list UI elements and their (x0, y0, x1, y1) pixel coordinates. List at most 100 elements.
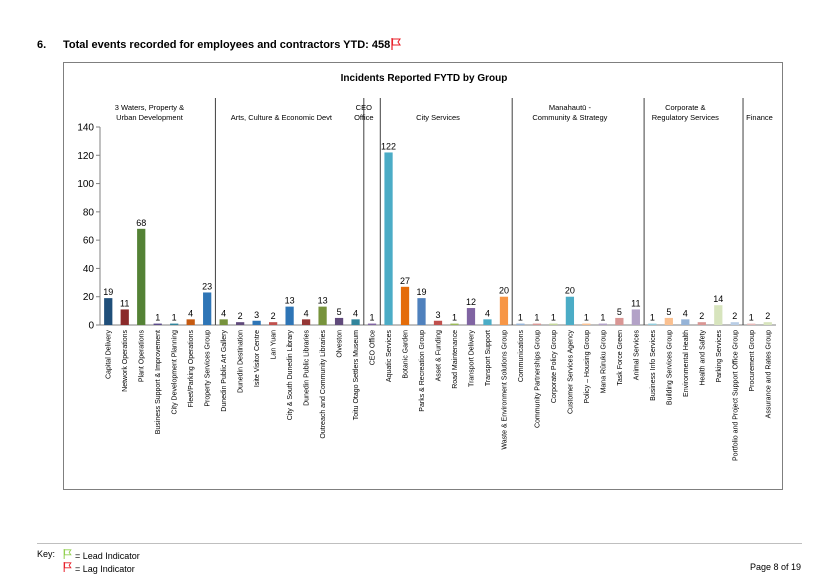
data-label: 2 (699, 311, 704, 321)
data-label: 1 (650, 313, 655, 323)
data-label: 11 (120, 298, 129, 308)
data-label: 2 (732, 311, 737, 321)
data-label: 27 (400, 276, 410, 286)
chart-title: Incidents Reported FYTD by Group (341, 73, 508, 84)
category-label: Dunedin Public Art Gallery (221, 330, 228, 412)
bar-1 (104, 298, 113, 325)
category-label: Parking Services (716, 330, 723, 383)
y-tick-label: 0 (88, 321, 94, 332)
key-lag-text: = Lag Indicator (75, 564, 135, 574)
section-heading: 6. Total events recorded for employees an… (37, 38, 402, 53)
category-label: Transport Delivery (468, 330, 475, 387)
data-label: 5 (337, 307, 342, 317)
group-label: Finance (746, 113, 773, 122)
category-label: City & South Dunedin Library (287, 330, 294, 421)
group-label: City Services (416, 113, 460, 122)
bar-13 (301, 319, 311, 325)
bar-6 (186, 319, 195, 325)
category-label: Health and Safety (699, 330, 706, 386)
bar-14 (318, 306, 327, 325)
data-label: 1 (172, 313, 177, 323)
group-label: Arts, Culture & Economic Devt (231, 113, 333, 122)
bar-9 (236, 322, 245, 325)
page-number: Page 8 of 19 (749, 562, 801, 572)
bar-41 (763, 322, 772, 325)
category-label: Waste & Environment Solutions Group (501, 330, 508, 450)
category-label: Dunedin Public Libraries (304, 330, 311, 406)
data-label: 19 (417, 287, 427, 297)
data-label: 1 (518, 313, 523, 323)
bar-30 (582, 323, 591, 325)
bar-37 (697, 322, 706, 325)
category-label: Outreach and Community Libraries (320, 330, 327, 439)
bar-4 (153, 323, 162, 325)
y-tick-label: 40 (83, 264, 95, 275)
bar-7 (203, 292, 212, 325)
bar-26 (516, 323, 525, 325)
category-label: Communications (518, 330, 525, 383)
category-label: Dunedin Destination (238, 330, 245, 393)
category-label: Environmental Health (683, 330, 690, 397)
data-label: 23 (202, 281, 212, 291)
bar-40 (747, 323, 756, 325)
category-label: Lan Yuan (271, 330, 278, 360)
data-label: 1 (551, 313, 556, 323)
data-label: 4 (353, 308, 358, 318)
category-label: CEO Office (370, 330, 377, 365)
category-label: Network Operations (122, 330, 129, 392)
data-label: 68 (136, 218, 146, 228)
bar-28 (549, 323, 558, 325)
bar-24 (483, 319, 492, 325)
data-label: 5 (666, 307, 671, 317)
category-label: Task Force Green (617, 330, 624, 386)
y-tick-label: 80 (83, 207, 95, 218)
data-label: 4 (304, 308, 309, 318)
bar-39 (730, 322, 739, 325)
bar-27 (532, 323, 542, 325)
bar-2 (120, 309, 129, 325)
bar-10 (252, 320, 261, 325)
data-label: 122 (381, 141, 396, 151)
data-label: 5 (617, 307, 622, 317)
category-label: Parks & Recreation Group (419, 330, 426, 412)
group-label: Community & Strategy (532, 113, 607, 122)
category-label: Policy – Housing Group (584, 330, 591, 404)
lag-indicator-flag-icon (63, 562, 75, 574)
category-label: Animal Services (633, 330, 640, 381)
bar-15 (334, 317, 344, 325)
data-label: 1 (155, 313, 160, 323)
key-label: Key: (37, 549, 56, 559)
group-label: Regulatory Services (652, 113, 719, 122)
group-label: Manahautū - (549, 103, 592, 112)
category-label: Botanic Garden (403, 330, 410, 379)
data-label: 14 (713, 294, 723, 304)
bar-16 (351, 319, 360, 325)
lead-indicator-flag-icon (63, 549, 75, 561)
bar-20 (417, 298, 426, 325)
data-label: 20 (565, 286, 575, 296)
category-label: Plant Operations (139, 330, 146, 383)
category-label: Isite Visitor Centre (254, 330, 261, 387)
y-tick-label: 60 (83, 236, 95, 247)
data-label: 4 (683, 308, 688, 318)
category-label: Assurance and Rates Group (765, 330, 772, 418)
category-label: Mana Rūruku Group (600, 330, 607, 394)
y-tick-label: 100 (77, 179, 94, 190)
group-label: 3 Waters, Property & (115, 103, 184, 112)
data-label: 1 (749, 313, 754, 323)
key-lead-text: = Lead Indicator (75, 551, 140, 561)
bar-23 (466, 308, 476, 325)
data-label: 4 (188, 308, 193, 318)
section-title: Total events recorded for employees and … (63, 39, 369, 51)
category-label: Community Partnerships Group (534, 330, 541, 428)
bar-25 (499, 296, 509, 325)
bar-33 (631, 309, 640, 325)
bar-31 (598, 323, 607, 325)
bar-36 (681, 319, 690, 325)
category-label: Capital Delivery (106, 330, 113, 380)
bar-17 (367, 323, 377, 325)
incidents-chart-svg: Incidents Reported FYTD by Group 0 20 40 60… (77, 73, 776, 461)
total-events-value: 458 (371, 39, 391, 51)
bar-34 (648, 323, 657, 325)
bar-29 (565, 296, 575, 325)
